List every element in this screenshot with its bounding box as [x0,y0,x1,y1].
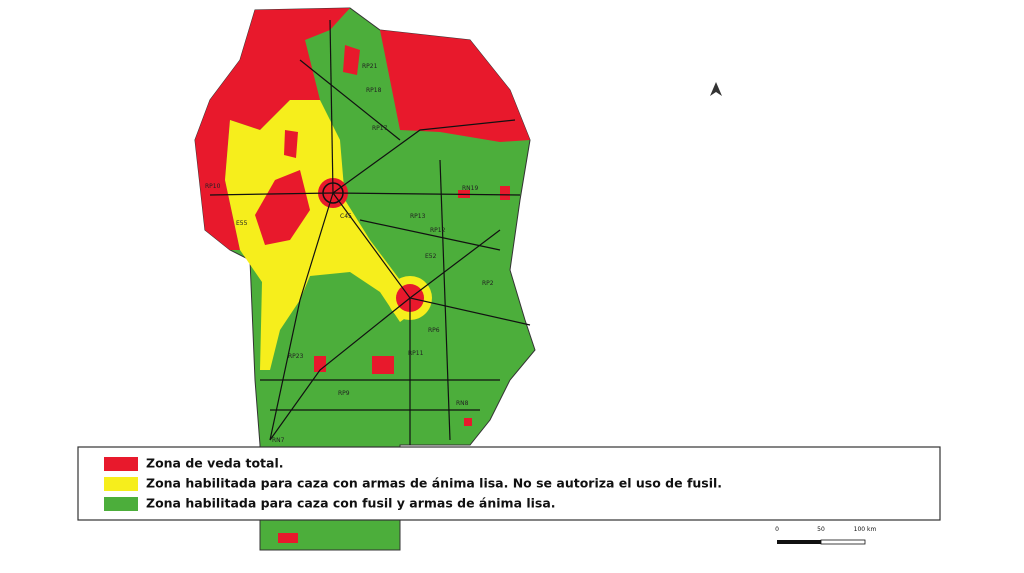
road-label: RP9 [338,390,350,397]
scale-label: 100 km [854,526,877,533]
north-arrow [710,82,722,96]
red-zone [372,356,394,374]
road-label: RP18 [366,87,382,94]
road-label: RP6 [428,327,440,334]
red-zone [500,186,510,200]
red-zone [343,45,360,75]
road-label: RP13 [410,213,426,220]
road-label: RP12 [430,227,446,234]
red-zone-northeast [380,30,530,142]
road-label: E55 [236,220,248,227]
road-label: RP10 [205,183,221,190]
legend-swatch [104,497,138,511]
road-label: RP2 [482,280,494,287]
road-label: RN7 [272,437,285,444]
red-zone [278,533,298,543]
road-label: RP23 [288,353,304,360]
road-label: RN8 [456,400,469,407]
legend-label: Zona habilitada para caza con fusil y ar… [146,496,556,511]
red-zone [464,418,472,426]
ring-road [322,182,344,204]
legend-swatch [104,477,138,491]
roads [209,19,531,445]
legend-box [77,446,941,521]
road-label: C45 [340,213,352,220]
legend-swatch [104,457,138,471]
road-label: RP21 [362,63,378,70]
scale-segment [820,539,866,545]
province-map: RP21 RP18 RP17 C45 RP13 RP12 RN19 RP10 E52 RP6 RP2… [194,7,536,551]
legend-label: Zona de veda total. [146,456,283,471]
road-label: RP17 [372,125,388,132]
legend-label: Zona habilitada para caza con armas de á… [146,476,722,491]
yellow-zone [225,100,430,370]
red-zone [255,170,310,245]
road-label: E52 [425,253,437,260]
legend: Zona de veda total. Zona habilitada para … [104,456,722,511]
scale-label: 50 [817,526,825,533]
scale-segment [777,540,821,544]
scale-bar [777,539,866,545]
red-zone [284,130,298,158]
scale-label: 0 [775,526,779,533]
road-label: RP11 [408,350,424,357]
road-label: RN19 [462,185,478,192]
